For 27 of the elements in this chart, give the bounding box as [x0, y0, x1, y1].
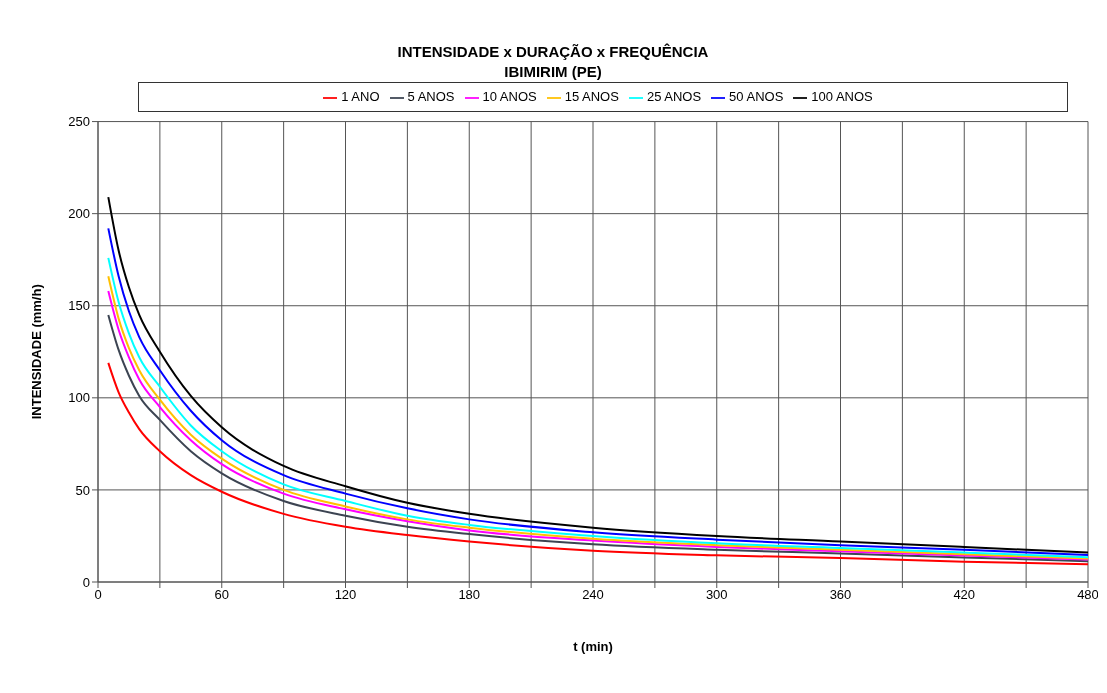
x-tick-label: 480: [1077, 587, 1099, 603]
x-tick-label: 180: [458, 587, 481, 603]
y-tick-label: 200: [68, 206, 90, 222]
x-tick-label: 120: [334, 587, 357, 603]
y-tick-label: 150: [68, 298, 90, 314]
legend-label: 100 ANOS: [811, 89, 873, 104]
line-series: [107, 361, 1088, 566]
x-tick-label: 360: [829, 587, 852, 603]
x-axis-title: t (min): [573, 639, 613, 655]
legend-label: 15 ANOS: [564, 89, 619, 104]
y-tick-label: 0: [82, 574, 90, 590]
x-tick-label: 0: [94, 587, 102, 603]
x-tick-label: 60: [214, 587, 229, 603]
x-tick-label: 240: [582, 587, 604, 603]
y-tick-label: 250: [68, 114, 90, 130]
legend-label: 50 ANOS: [729, 89, 784, 104]
chart-title: INTENSIDADE x DURAÇÃO x FREQUÊNCIA: [396, 42, 710, 62]
x-tick-label: 300: [705, 587, 728, 603]
legend-label: 5 ANOS: [407, 89, 455, 104]
y-tick-label: 50: [75, 482, 90, 498]
chart-subtitle: IBIMIRIM (PE): [503, 62, 603, 82]
legend-label: 10 ANOS: [482, 89, 537, 104]
x-tick-label: 420: [953, 587, 976, 603]
legend-label: 25 ANOS: [646, 89, 702, 104]
y-axis-title: INTENSIDADE (mm/h): [28, 284, 44, 420]
legend-label: 1 ANO: [341, 89, 380, 104]
y-tick-label: 100: [68, 390, 90, 406]
